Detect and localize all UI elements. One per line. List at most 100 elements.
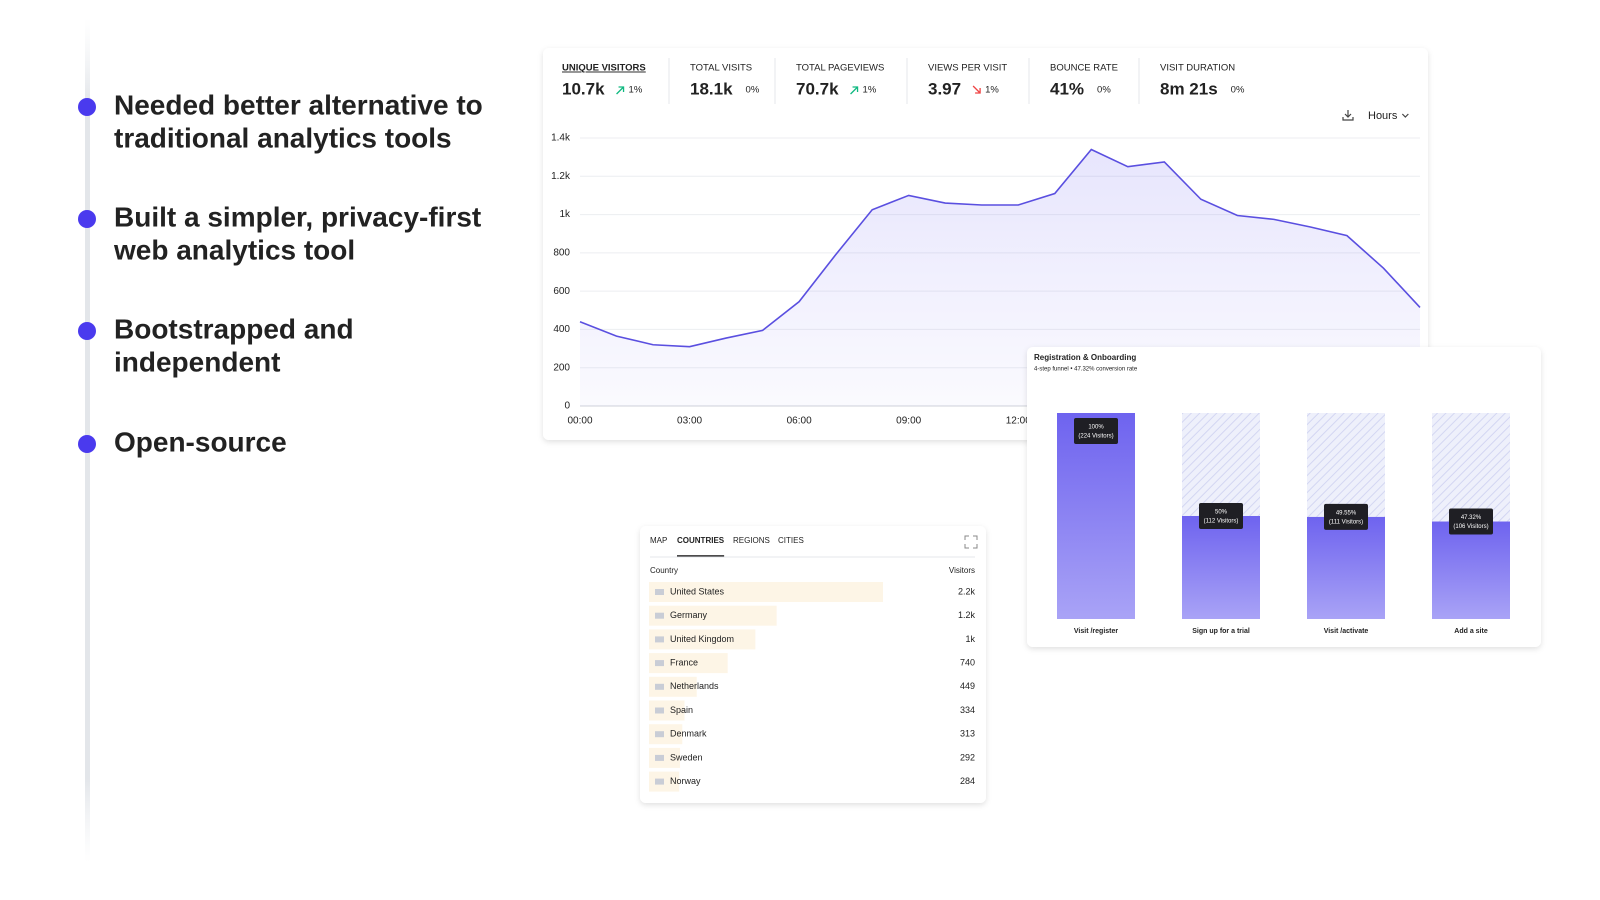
funnel-title: Registration & Onboarding	[1034, 353, 1136, 362]
visitor-count: 1k	[965, 634, 975, 644]
stat-value: 10.7k	[562, 79, 605, 98]
y-tick-label: 0	[564, 401, 570, 412]
stat-value: 41%	[1050, 79, 1084, 98]
bullet-text: traditional analytics tools	[114, 122, 452, 153]
flag	[655, 731, 664, 738]
country-name: Netherlands	[670, 681, 719, 691]
stat-label: TOTAL PAGEVIEWS	[796, 63, 884, 74]
dropoff	[1307, 413, 1385, 517]
bar	[1307, 516, 1385, 619]
flag	[655, 707, 664, 714]
y-tick-label: 200	[553, 362, 570, 373]
step-label: Add a site	[1454, 628, 1488, 635]
bullet-dot	[78, 98, 96, 116]
bar	[649, 605, 777, 626]
bullet-text: Open-source	[114, 426, 287, 457]
visitor-count: 1.2k	[958, 610, 976, 620]
bar	[649, 653, 728, 674]
country-name: Spain	[670, 705, 693, 715]
dropoff	[1432, 413, 1510, 522]
y-tick-label: 1.2k	[551, 171, 571, 182]
flag	[655, 589, 664, 595]
flag	[655, 778, 664, 785]
visitor-count: 2.2k	[958, 586, 976, 596]
flag	[655, 683, 664, 690]
tab[interactable]: CITIES	[778, 536, 804, 545]
bar	[649, 700, 685, 721]
chevron	[1401, 113, 1409, 118]
bullet-list: Needed better alternative totraditional …	[78, 89, 483, 457]
tooltip-visitors: (111 Visitors)	[1329, 520, 1363, 526]
bullet-text: independent	[114, 346, 280, 377]
bullet-dot	[78, 210, 96, 228]
tooltip	[1324, 503, 1368, 530]
country-name: Germany	[670, 610, 708, 620]
trend-arrow	[972, 85, 981, 94]
expand-icon	[964, 535, 978, 549]
y-tick-label: 1.4k	[551, 133, 571, 144]
country-name: Norway	[670, 776, 701, 786]
tab[interactable]: MAP	[650, 536, 667, 545]
tooltip-value: 50%	[1215, 510, 1228, 516]
visitor-count: 292	[960, 752, 975, 762]
visitor-count: 449	[960, 681, 975, 691]
bar	[1182, 516, 1260, 619]
stat-change: 1%	[985, 85, 999, 96]
visitor-count: 313	[960, 729, 975, 739]
column-header: Country	[650, 566, 678, 575]
stat-label: VISIT DURATION	[1160, 63, 1235, 74]
trend-arrow	[850, 86, 859, 95]
interval-select[interactable]: Hours	[1368, 110, 1398, 122]
stat-change: 0%	[746, 85, 760, 96]
stat-label: BOUNCE RATE	[1050, 63, 1118, 74]
trend-arrow	[616, 86, 625, 95]
stat-value: 18.1k	[690, 79, 733, 98]
stat-label: UNIQUE VISITORS	[562, 63, 646, 74]
tooltip-visitors: (112 Visitors)	[1204, 519, 1239, 525]
country-name: United Kingdom	[670, 634, 734, 644]
bullet-text: Built a simpler, privacy-first	[114, 201, 481, 232]
stat-change: 0%	[1097, 85, 1111, 96]
flag	[655, 636, 664, 643]
countries: MAP COUNTRIES REGIONS CITIES Country Visitors…	[649, 535, 978, 792]
country-name: Denmark	[670, 729, 707, 739]
bar	[649, 724, 683, 745]
line-chart: UNIQUE VISITORS 10.7k 1% TOTAL VISITS 18.1k 0…	[551, 58, 1421, 427]
flag	[655, 754, 664, 761]
step-label: Visit /register	[1074, 628, 1119, 635]
tab[interactable]: REGIONS	[733, 536, 770, 545]
stat-label: VIEWS PER VISIT	[928, 63, 1007, 74]
tooltip	[1074, 418, 1118, 444]
tab[interactable]: COUNTRIES	[677, 536, 725, 545]
stat-label: TOTAL VISITS	[690, 63, 752, 74]
step-label: Sign up for a trial	[1192, 628, 1250, 635]
bullet-dot	[78, 322, 96, 340]
flag	[655, 612, 664, 619]
line	[579, 148, 1421, 348]
x-tick-label: 03:00	[677, 416, 702, 427]
y-tick-label: 600	[553, 286, 570, 297]
download-icon	[1342, 110, 1354, 121]
funnel-subtitle: 4-step funnel • 47.32% conversion rate	[1034, 367, 1138, 373]
stat-value: 3.97	[928, 79, 961, 98]
funnel-card	[1027, 347, 1541, 647]
bullet-dot	[78, 435, 96, 453]
country-name: Sweden	[670, 752, 703, 762]
y-tick-label: 800	[553, 247, 570, 258]
tooltip	[1199, 503, 1243, 529]
y-tick-label: 1k	[559, 209, 571, 220]
visitor-count: 334	[960, 705, 975, 715]
step-label: Visit /activate	[1324, 628, 1369, 635]
area	[580, 149, 1420, 406]
funnel: Registration & Onboarding 4-step funnel •…	[1034, 353, 1510, 635]
x-tick-label: 00:00	[567, 416, 592, 427]
stat-value: 8m 21s	[1160, 79, 1218, 98]
bar	[649, 629, 756, 650]
tooltip-visitors: (106 Visitors)	[1453, 524, 1488, 530]
dropoff	[1182, 413, 1260, 516]
tooltip-value: 47.32%	[1461, 515, 1482, 521]
visitor-count: 284	[960, 776, 975, 786]
stat-change: 0%	[1231, 85, 1245, 96]
